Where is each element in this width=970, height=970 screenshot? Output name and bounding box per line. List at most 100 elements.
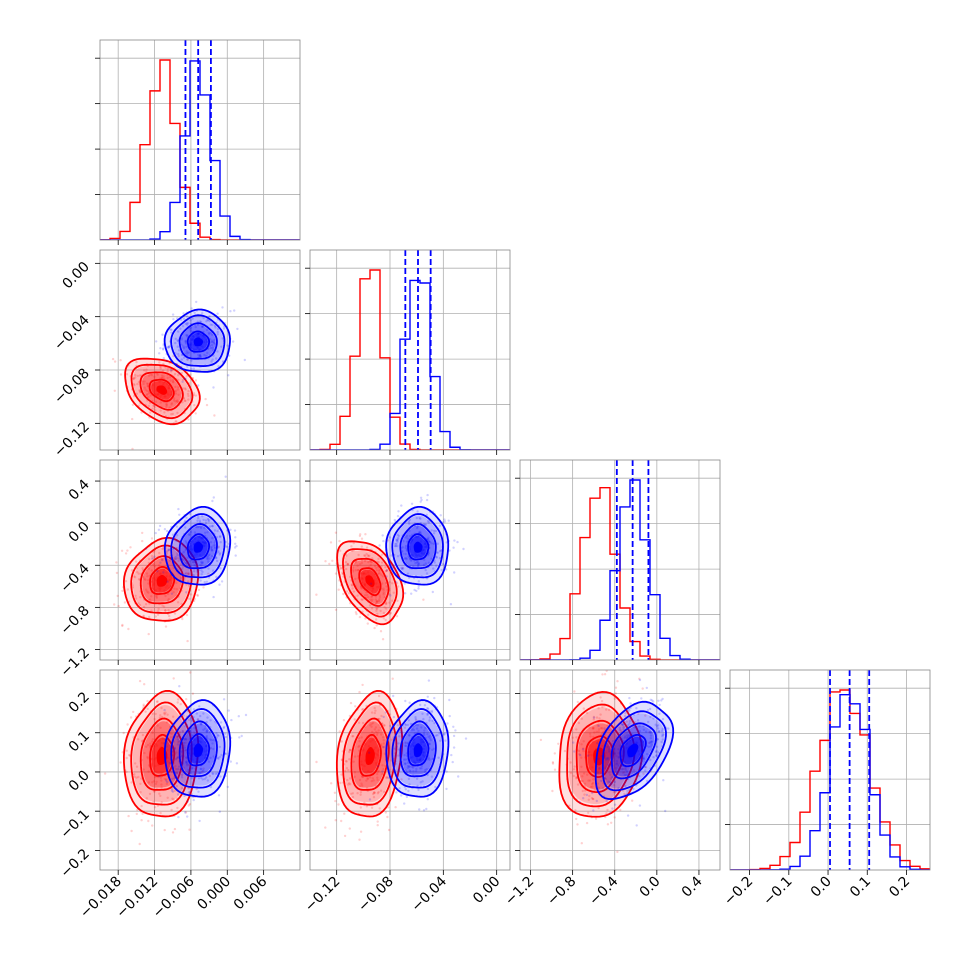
scatter-point: [160, 786, 163, 789]
scatter-point: [375, 599, 379, 603]
scatter-point: [404, 758, 407, 761]
scatter-point: [356, 594, 359, 597]
scatter-point: [140, 411, 143, 414]
scatter-point: [180, 552, 184, 555]
scatter-point: [172, 556, 176, 560]
scatter-point: [655, 725, 659, 728]
scatter-point: [151, 731, 154, 734]
scatter-point: [236, 327, 239, 331]
scatter-point: [130, 781, 133, 784]
scatter-point: [575, 736, 578, 739]
scatter-point: [425, 768, 428, 771]
scatter-point: [350, 792, 353, 795]
scatter-point: [176, 388, 179, 391]
scatter-point: [626, 814, 630, 817]
scatter-point: [176, 339, 179, 342]
contour-line: [122, 536, 200, 622]
scatter-point: [187, 533, 191, 536]
scatter-point: [384, 711, 388, 714]
scatter-point: [178, 372, 181, 375]
scatter-point: [431, 748, 434, 751]
scatter-point: [628, 734, 632, 738]
scatter-point: [208, 553, 211, 556]
scatter-point: [217, 550, 220, 553]
scatter-point: [346, 562, 350, 566]
scatter-point: [367, 595, 370, 599]
scatter-point: [139, 596, 142, 599]
scatter-point: [186, 334, 189, 337]
scatter-point: [424, 568, 427, 572]
scatter-point: [660, 729, 664, 733]
scatter-point: [198, 705, 201, 708]
contour-line: [186, 330, 211, 353]
scatter-point: [597, 724, 600, 728]
scatter-point: [607, 758, 610, 761]
scatter-point: [212, 386, 215, 389]
scatter-point: [624, 735, 627, 738]
scatter-point: [591, 785, 594, 788]
x-tick-label: 0.00: [470, 874, 503, 907]
scatter-point: [380, 573, 383, 576]
scatter-point: [174, 555, 177, 559]
scatter-point: [184, 811, 187, 814]
scatter-point: [182, 741, 186, 745]
scatter-point: [180, 338, 183, 341]
scatter-point: [398, 735, 401, 738]
scatter-point: [616, 762, 619, 765]
scatter-point: [190, 359, 193, 362]
scatter-point: [206, 558, 210, 561]
scatter-point: [422, 809, 426, 812]
scatter-point: [181, 325, 185, 328]
scatter-point: [607, 708, 611, 712]
scatter-point: [623, 736, 626, 739]
scatter-point: [408, 522, 411, 525]
scatter-point: [614, 767, 618, 770]
scatter-point: [337, 588, 340, 591]
scatter-point: [403, 754, 406, 757]
scatter-point: [394, 762, 397, 766]
scatter-point: [139, 782, 142, 785]
scatter-point: [165, 778, 168, 781]
scatter-point: [170, 788, 174, 791]
scatter-point: [176, 399, 179, 402]
contour-line: [391, 513, 444, 579]
scatter-point: [184, 526, 187, 529]
scatter-point: [116, 594, 119, 598]
scatter-point: [228, 354, 231, 357]
scatter-point: [184, 388, 187, 391]
scatter-point: [405, 549, 408, 552]
scatter-point: [617, 748, 620, 751]
scatter-point: [331, 559, 334, 562]
scatter-point: [158, 524, 162, 528]
scatter-point: [569, 761, 572, 764]
scatter-point: [376, 776, 379, 779]
scatter-point: [608, 750, 611, 753]
scatter-point: [209, 719, 212, 722]
scatter-point: [387, 828, 391, 832]
scatter-point: [174, 400, 177, 403]
scatter-point: [200, 573, 203, 576]
scatter-point: [406, 723, 409, 727]
scatter-point: [377, 561, 380, 564]
scatter-point: [583, 782, 587, 785]
scatter-point: [427, 540, 431, 543]
scatter-point: [133, 576, 137, 579]
scatter-point: [604, 777, 608, 781]
scatter-point: [188, 512, 192, 516]
scatter-point: [185, 756, 188, 759]
scatter-point: [636, 719, 640, 722]
scatter-point: [197, 588, 201, 592]
scatter-point: [439, 739, 442, 742]
scatter-point: [577, 721, 581, 725]
contour-line: [139, 555, 185, 605]
scatter-point: [177, 354, 180, 358]
scatter-point: [158, 551, 161, 555]
scatter-point: [369, 724, 372, 727]
scatter-point: [207, 518, 210, 522]
scatter-point: [394, 806, 397, 809]
scatter-point: [220, 345, 223, 348]
scatter-point: [143, 751, 146, 755]
scatter-point: [617, 787, 620, 790]
scatter-point: [209, 541, 213, 544]
scatter-point: [607, 763, 610, 767]
